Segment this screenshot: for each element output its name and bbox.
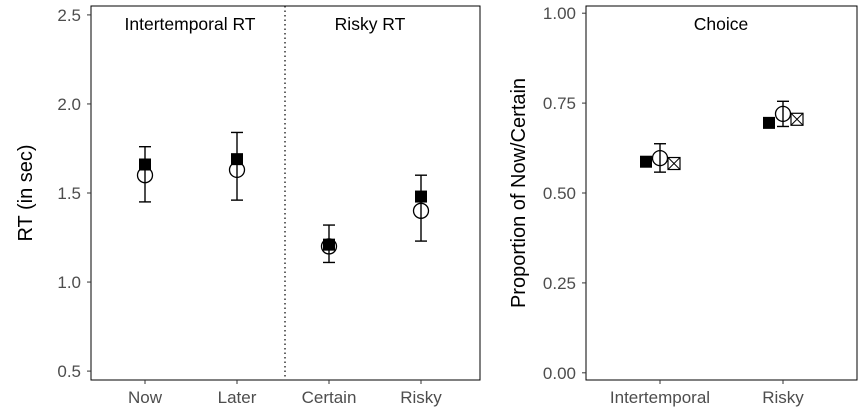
- x-tick-label: Certain: [302, 388, 357, 407]
- left-panel: Intertemporal RT Risky RT RT (in sec) 0.…: [15, 5, 481, 407]
- point-open-circle: [320, 238, 338, 255]
- right-y-ticks: 0.00 0.25 0.50 0.75 1.00: [543, 4, 586, 383]
- point-crossed-square-diagonal: [790, 112, 804, 126]
- panel-label-intertemporal-rt: Intertemporal RT: [125, 14, 256, 34]
- y-tick-label: 0.75: [543, 94, 576, 113]
- left-x-ticks: Now Later Certain Risky: [128, 380, 442, 407]
- point-crossed-square-diagonal: [667, 157, 681, 170]
- x-tick-label: Now: [128, 388, 163, 407]
- point-filled-square: [231, 153, 243, 166]
- point-filled-square: [415, 190, 427, 203]
- x-tick-label: Later: [218, 388, 257, 407]
- point-filled-square: [323, 238, 335, 251]
- right-panel: Choice Proportion of Now/Certain 0.00 0.2…: [508, 4, 858, 407]
- point-filled-square: [640, 155, 652, 168]
- y-tick-label: 1.0: [57, 273, 81, 292]
- x-tick-label: Risky: [400, 388, 442, 407]
- point-open-circle: [228, 161, 246, 178]
- panel-label-risky-rt: Risky RT: [335, 14, 406, 34]
- y-tick-label: 1.5: [57, 184, 81, 203]
- point-open-circle: [136, 167, 154, 184]
- right-panel-border: [585, 5, 858, 381]
- point-filled-square: [763, 116, 775, 129]
- point-open-circle: [412, 202, 430, 219]
- y-tick-label: 0.00: [543, 364, 576, 383]
- point-filled-square: [139, 158, 151, 171]
- right-x-ticks: Intertemporal Risky: [610, 380, 804, 407]
- x-tick-label: Intertemporal: [610, 388, 710, 407]
- y-tick-label: 1.00: [543, 4, 576, 23]
- right-data-marks: [640, 100, 804, 173]
- left-y-axis-title: RT (in sec): [15, 144, 37, 241]
- panel-label-choice: Choice: [694, 14, 748, 34]
- left-y-ticks: 0.5 1.0 1.5 2.0 2.5: [57, 6, 91, 381]
- y-tick-label: 0.5: [57, 362, 81, 381]
- x-tick-label: Risky: [762, 388, 804, 407]
- y-tick-label: 0.50: [543, 184, 576, 203]
- y-tick-label: 0.25: [543, 274, 576, 293]
- y-tick-label: 2.0: [57, 95, 81, 114]
- left-data-marks: [136, 131, 430, 264]
- y-tick-label: 2.5: [57, 6, 81, 25]
- right-y-axis-title: Proportion of Now/Certain: [508, 78, 530, 308]
